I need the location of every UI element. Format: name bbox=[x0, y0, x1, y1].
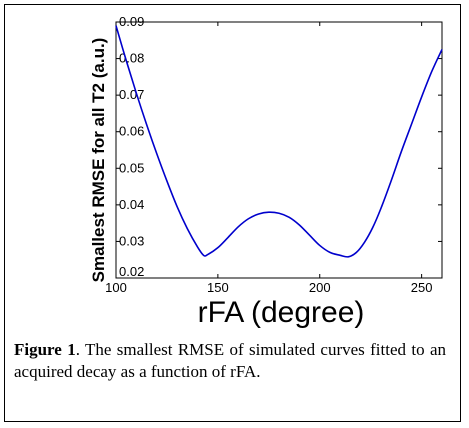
x-tick-label: 100 bbox=[105, 280, 127, 295]
y-tick-label: 0.05 bbox=[119, 160, 144, 175]
rmse-chart: 0.02 0.03 0.04 0.05 0.06 0.07 0.08 0.09 100 150 20… bbox=[89, 14, 443, 329]
y-axis-label: Smallest RMSE for all T2 (a.u.) bbox=[89, 38, 108, 283]
y-tick-label: 0.04 bbox=[119, 197, 144, 212]
x-tick-label: 250 bbox=[411, 280, 433, 295]
figure-caption-label: Figure 1 bbox=[14, 340, 76, 359]
y-tick-label: 0.08 bbox=[119, 51, 144, 66]
plot-frame bbox=[115, 21, 443, 279]
y-tick-label: 0.07 bbox=[119, 87, 144, 102]
y-tick-label: 0.03 bbox=[119, 233, 144, 248]
figure-frame bbox=[4, 4, 461, 422]
x-tick-label: 200 bbox=[309, 280, 331, 295]
y-tick-label: 0.06 bbox=[119, 124, 144, 139]
figure-caption-text: . The smallest RMSE of simulated curves … bbox=[14, 340, 446, 381]
figure-caption: Figure 1. The smallest RMSE of simulated… bbox=[14, 339, 446, 383]
y-tick-label: 0.02 bbox=[119, 264, 144, 279]
x-tick-label: 150 bbox=[207, 280, 229, 295]
y-tick-label: 0.09 bbox=[119, 14, 144, 29]
rmse-series-line bbox=[115, 25, 443, 258]
x-axis-label: rFA (degree) bbox=[198, 296, 365, 329]
